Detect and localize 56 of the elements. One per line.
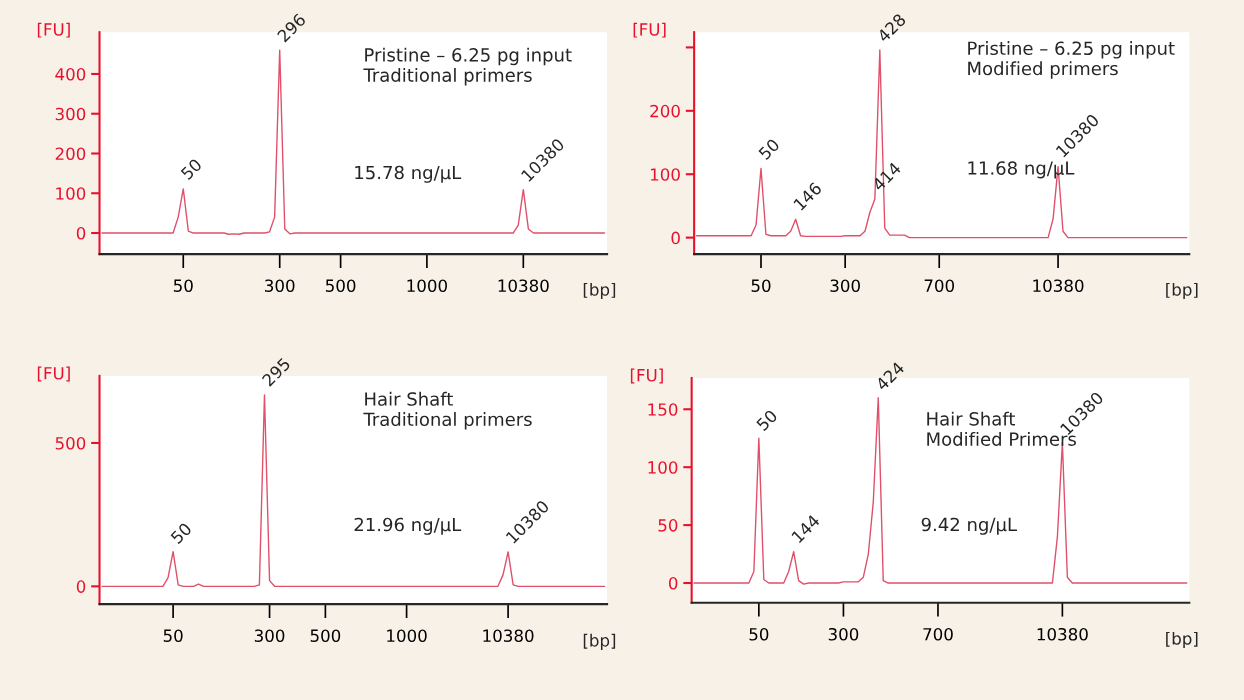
x-tick-label: 300 — [830, 279, 860, 292]
y-tick-label: 150 — [648, 403, 678, 416]
x-axis-title: [bp] — [583, 633, 616, 650]
x-tick-label: 50 — [163, 629, 183, 642]
x-tick-label: 700 — [924, 279, 955, 292]
y-tick-label: 200 — [55, 147, 86, 161]
y-tick-label: 300 — [55, 107, 86, 121]
x-tick-label: 1000 — [387, 629, 427, 642]
y-tick-label: 200 — [650, 104, 680, 118]
annotation: 50 — [757, 137, 781, 161]
x-axis-title: [bp] — [1166, 282, 1198, 300]
y-axis-title: [FU] — [37, 22, 70, 38]
y-tick-label: 100 — [56, 187, 86, 200]
y-tick-label: 0 — [671, 231, 680, 245]
x-tick-label: 10380 — [1037, 627, 1088, 641]
annotation: 15.78 ng/µL — [355, 165, 462, 183]
x-tick-label: 500 — [310, 629, 341, 642]
y-axis-title: [FU] — [37, 366, 70, 382]
y-tick-label: 100 — [648, 461, 678, 474]
y-axis-title: [FU] — [633, 22, 666, 38]
annotation: Pristine – 6.25 pg input Modified primers — [968, 41, 1175, 79]
x-tick-label: 10380 — [498, 279, 549, 292]
line-series — [101, 49, 606, 235]
annotation: 424 — [874, 361, 905, 392]
annotation: Hair Shaft Traditional primers — [363, 391, 532, 430]
x-tick-label: 700 — [923, 627, 953, 641]
x-tick-label: 50 — [749, 627, 769, 641]
x-tick-label: 50 — [751, 279, 771, 292]
y-axis-title: [FU] — [630, 368, 663, 384]
annotation: 11.68 ng/µL — [968, 161, 1075, 179]
annotation: 21.96 ng/µL — [354, 517, 462, 535]
x-tick-label: 500 — [325, 279, 356, 292]
x-tick-label: 300 — [254, 629, 285, 642]
annotation: 144 — [791, 513, 821, 544]
y-tick-label: 0 — [76, 226, 86, 240]
x-axis-title: [bp] — [583, 282, 616, 300]
x-tick-label: 1000 — [407, 279, 447, 292]
y-tick-label: 0 — [76, 580, 86, 593]
x-tick-label: 10380 — [483, 629, 534, 642]
x-tick-label: 300 — [828, 627, 859, 641]
y-tick-label: 400 — [55, 67, 86, 81]
x-tick-label: 10380 — [1033, 279, 1084, 292]
y-tick-label: 100 — [650, 168, 680, 181]
annotation: 50 — [170, 522, 193, 545]
annotation: 50 — [755, 409, 779, 432]
annotation: 428 — [876, 12, 907, 43]
x-tick-label: 300 — [265, 279, 295, 292]
y-tick-label: 500 — [55, 436, 86, 450]
x-tick-label: 50 — [173, 279, 193, 292]
annotation: 9.42 ng/µL — [921, 517, 1017, 535]
annotation: Pristine – 6.25 pg input Traditional primers — [363, 47, 572, 86]
y-tick-label: 50 — [658, 519, 678, 532]
x-axis-title: [bp] — [1166, 631, 1198, 649]
annotation: 50 — [180, 157, 203, 181]
annotation: 414 — [871, 161, 902, 192]
y-tick-label: 0 — [668, 576, 678, 590]
